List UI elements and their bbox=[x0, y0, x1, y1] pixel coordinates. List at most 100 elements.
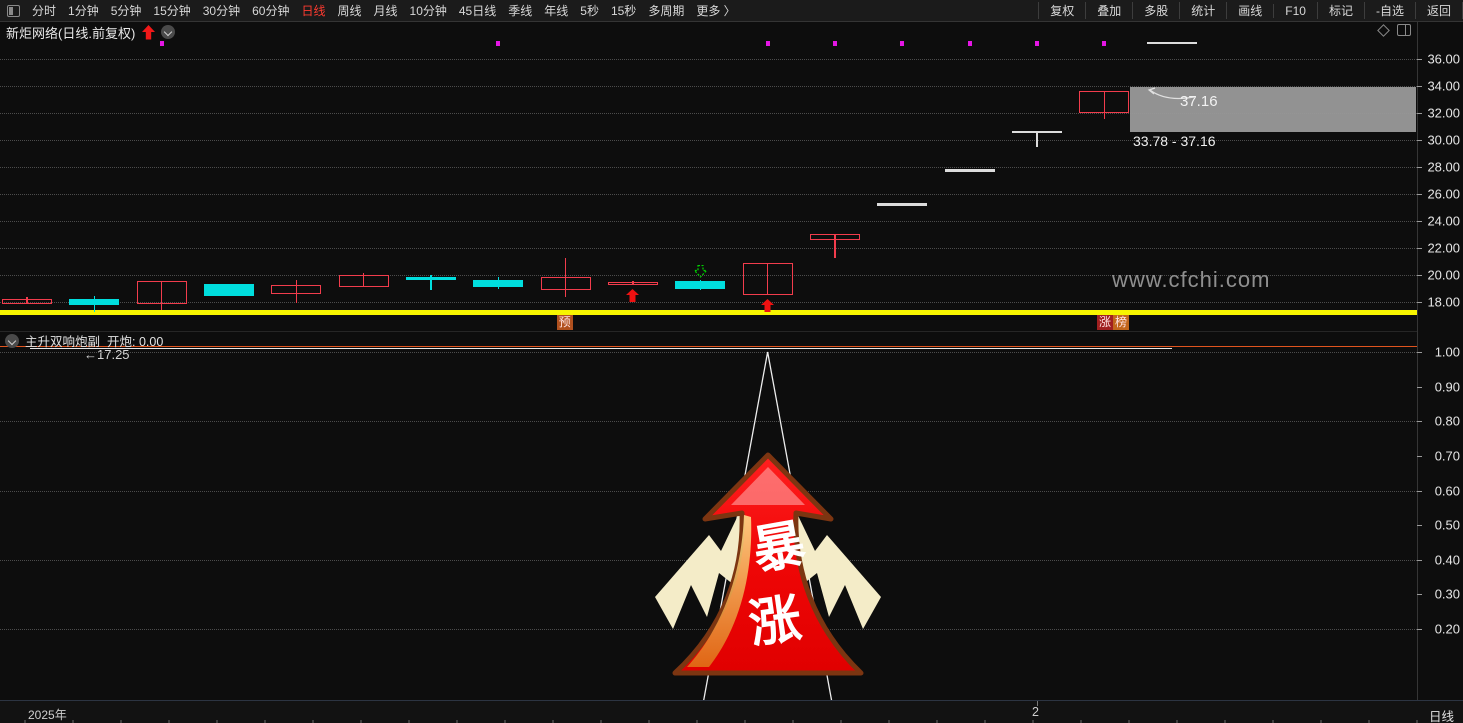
period-tabs: 分时 1分钟 5分钟 15分钟 30分钟 60分钟 日线 周线 月线 10分钟 45日线 季线 年线 5秒… bbox=[0, 0, 742, 21]
axis-tick bbox=[1417, 386, 1422, 388]
indicator-value: 开炮: 0.00 bbox=[107, 335, 164, 349]
period-tab-更多 〉[interactable]: 更多 〉 bbox=[696, 4, 736, 18]
scroll-tick bbox=[360, 720, 362, 723]
toolbar-button-画线[interactable]: 画线 bbox=[1226, 2, 1273, 19]
signal-dot bbox=[765, 41, 770, 46]
burst-left bbox=[655, 505, 761, 629]
price-axis-label: 34.00 bbox=[1427, 78, 1460, 93]
limit-up-candle bbox=[1146, 41, 1197, 45]
price-axis-label: 30.00 bbox=[1427, 132, 1460, 147]
time-axis-bar[interactable]: 2025年 2 日线 bbox=[0, 700, 1463, 723]
axis-tick bbox=[1417, 193, 1422, 195]
surge-arrow-graphic: 暴 涨 bbox=[655, 452, 881, 676]
axis-tick bbox=[1417, 220, 1422, 222]
period-toolbar: 分时 1分钟 5分钟 15分钟 30分钟 60分钟 日线 周线 月线 10分钟 45日线 季线 年线 5秒… bbox=[0, 0, 1463, 22]
axis-tick bbox=[1417, 112, 1422, 114]
gridline bbox=[0, 247, 1417, 249]
period-tab-日线[interactable]: 日线 bbox=[301, 4, 326, 18]
chart-title-bar: 新炬网络(日线.前复权) bbox=[0, 22, 1463, 42]
candle-wick bbox=[1036, 131, 1038, 148]
gridline bbox=[0, 58, 1417, 60]
gridline bbox=[0, 166, 1417, 168]
period-tab-5分钟[interactable]: 5分钟 bbox=[110, 4, 142, 18]
toolbar-button-复权[interactable]: 复权 bbox=[1038, 2, 1085, 19]
indicator-spike-line bbox=[703, 351, 833, 700]
indicator-axis-label: 0.90 bbox=[1434, 379, 1460, 395]
day-range-label: 33.78 - 37.16 bbox=[1133, 133, 1216, 149]
candle-body bbox=[271, 285, 322, 294]
toolbar-button--自选[interactable]: -自选 bbox=[1363, 2, 1415, 19]
scroll-tick bbox=[1368, 720, 1370, 723]
period-tab-季线[interactable]: 季线 bbox=[508, 4, 533, 18]
diamond-icon[interactable] bbox=[1377, 23, 1390, 37]
signal-dot bbox=[159, 41, 164, 46]
toolbar-button-返回[interactable]: 返回 bbox=[1414, 2, 1463, 19]
main-candlestick-chart[interactable]: www.cfchi.com ←17.25 37.16 33.78 - 37.16… bbox=[0, 41, 1417, 362]
candle-body bbox=[675, 280, 726, 289]
price-axis-label: 28.00 bbox=[1427, 159, 1460, 174]
period-tab-年线[interactable]: 年线 bbox=[544, 4, 569, 18]
toolbar-button-多股[interactable]: 多股 bbox=[1132, 2, 1179, 19]
period-tab-分时[interactable]: 分时 bbox=[32, 4, 57, 18]
gridline bbox=[0, 112, 1417, 114]
gridline bbox=[0, 85, 1417, 87]
candle-body bbox=[809, 234, 860, 240]
scroll-tick bbox=[216, 720, 218, 723]
scroll-tick bbox=[552, 720, 554, 723]
toolbar-button-叠加[interactable]: 叠加 bbox=[1085, 2, 1132, 19]
scroll-tick bbox=[312, 720, 314, 723]
head-highlight bbox=[731, 467, 805, 505]
indicator-chart[interactable]: 暴 涨 bbox=[0, 349, 1417, 700]
split-window-icon[interactable] bbox=[1397, 24, 1411, 36]
indicator-axis-label: 0.50 bbox=[1434, 517, 1460, 533]
signal-dot bbox=[832, 41, 837, 46]
axis-tick bbox=[1417, 594, 1422, 596]
candle-wick bbox=[160, 280, 163, 310]
scroll-tick bbox=[72, 720, 74, 723]
green-mark-icon bbox=[693, 265, 707, 278]
indicator-axis-label: 0.30 bbox=[1434, 586, 1460, 602]
chevron-down-icon[interactable] bbox=[161, 25, 176, 39]
axis-tick bbox=[1417, 455, 1422, 457]
period-tab-月线[interactable]: 月线 bbox=[373, 4, 398, 18]
indicator-axis-label: 0.20 bbox=[1434, 621, 1460, 637]
signal-dot bbox=[900, 41, 905, 46]
gridline bbox=[0, 193, 1417, 195]
main-price-axis: 36.00 34.00 32.00 30.00 28.00 26.00 24.00 22.00… bbox=[1417, 42, 1463, 331]
period-tab-10分钟[interactable]: 10分钟 bbox=[409, 4, 447, 18]
period-tab-1分钟[interactable]: 1分钟 bbox=[68, 4, 99, 18]
scroll-tick bbox=[264, 720, 266, 723]
toolbar-button-统计[interactable]: 统计 bbox=[1179, 2, 1226, 19]
toolbar-button-标记[interactable]: 标记 bbox=[1316, 2, 1364, 19]
surge-char-top: 暴 bbox=[749, 515, 810, 581]
lowest-price-label: ←17.25 bbox=[84, 347, 130, 362]
toolbar-button-F10[interactable]: F10 bbox=[1273, 3, 1317, 18]
burst-right bbox=[775, 505, 881, 629]
buy-signal-arrow-icon bbox=[626, 289, 640, 303]
period-tab-15分钟[interactable]: 15分钟 bbox=[153, 4, 191, 18]
period-tab-多周期[interactable]: 多周期 bbox=[648, 4, 685, 18]
axis-tick bbox=[1417, 139, 1422, 141]
period-label: 日线 bbox=[1429, 710, 1455, 723]
indicator-collapse-icon[interactable] bbox=[5, 333, 19, 348]
axis-tick bbox=[1417, 421, 1422, 423]
axis-tick bbox=[1417, 490, 1422, 492]
signal-dot bbox=[967, 41, 972, 46]
gridline bbox=[0, 352, 1417, 353]
candle-wick bbox=[834, 234, 836, 259]
month-tick bbox=[1037, 701, 1038, 706]
gridline bbox=[0, 274, 1417, 276]
year-label: 2025年 bbox=[28, 708, 67, 722]
period-tab-45日线[interactable]: 45日线 bbox=[458, 4, 497, 18]
panel-toggle-icon[interactable] bbox=[7, 4, 20, 17]
indicator-axis-label: 0.40 bbox=[1434, 552, 1460, 568]
axis-tick bbox=[1417, 525, 1422, 527]
period-tab-30分钟[interactable]: 30分钟 bbox=[202, 4, 241, 18]
indicator-name: 主升双响炮副 bbox=[25, 335, 101, 349]
period-tab-60分钟[interactable]: 60分钟 bbox=[252, 4, 290, 18]
candle-body bbox=[136, 280, 187, 305]
period-tab-15秒[interactable]: 15秒 bbox=[610, 4, 637, 18]
period-tab-周线[interactable]: 周线 bbox=[337, 4, 362, 18]
period-tab-5秒[interactable]: 5秒 bbox=[580, 4, 599, 18]
scroll-tick bbox=[24, 720, 26, 723]
